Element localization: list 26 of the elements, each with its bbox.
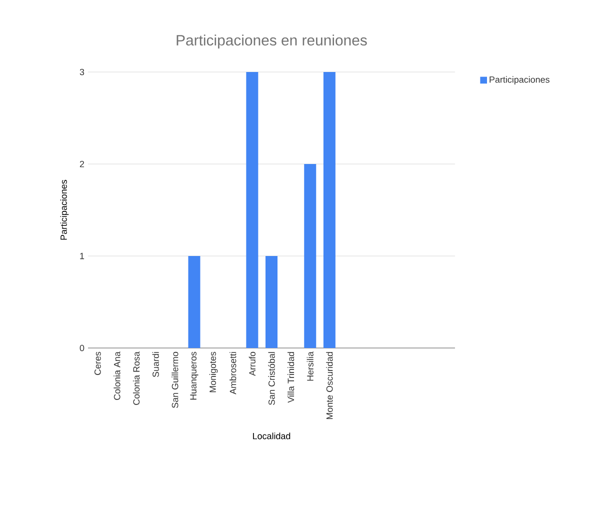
y-tick-label: 2 bbox=[80, 160, 84, 168]
x-tick-label: Colonia Ana bbox=[114, 352, 120, 400]
y-tick-label: 0 bbox=[80, 344, 84, 352]
legend-label: Participaciones bbox=[490, 76, 550, 85]
y-tick-label: 1 bbox=[80, 252, 84, 260]
y-axis-title: Participaciones bbox=[60, 180, 69, 240]
x-tick-label: Monigotes bbox=[209, 352, 218, 392]
x-tick-label: Ceres bbox=[94, 352, 101, 375]
x-tick-label: Ambrosetti bbox=[230, 352, 236, 394]
x-tick-label: Monte Oscuridad bbox=[326, 352, 333, 420]
chart-title: Participaciones en reuniones bbox=[176, 34, 367, 48]
bar bbox=[304, 164, 316, 348]
x-axis-title: Localidad bbox=[253, 432, 290, 440]
x-tick-label: Huanqueros bbox=[190, 352, 198, 400]
bar bbox=[188, 256, 200, 348]
y-tick-label: 3 bbox=[80, 68, 84, 76]
bar bbox=[323, 72, 336, 348]
x-tick-label: Villa Trinidad bbox=[288, 352, 294, 403]
x-tick-label: Colonia Rosa bbox=[132, 352, 140, 405]
bar bbox=[266, 256, 278, 348]
x-tick-label: San Guillermo bbox=[172, 352, 178, 408]
x-tick-label: San Cristóbal bbox=[268, 352, 275, 405]
bar bbox=[246, 72, 258, 348]
x-tick-label: Suardi bbox=[152, 352, 159, 378]
x-tick-label: Hersilia bbox=[306, 352, 314, 381]
x-tick-label: Arrufo bbox=[248, 352, 256, 376]
